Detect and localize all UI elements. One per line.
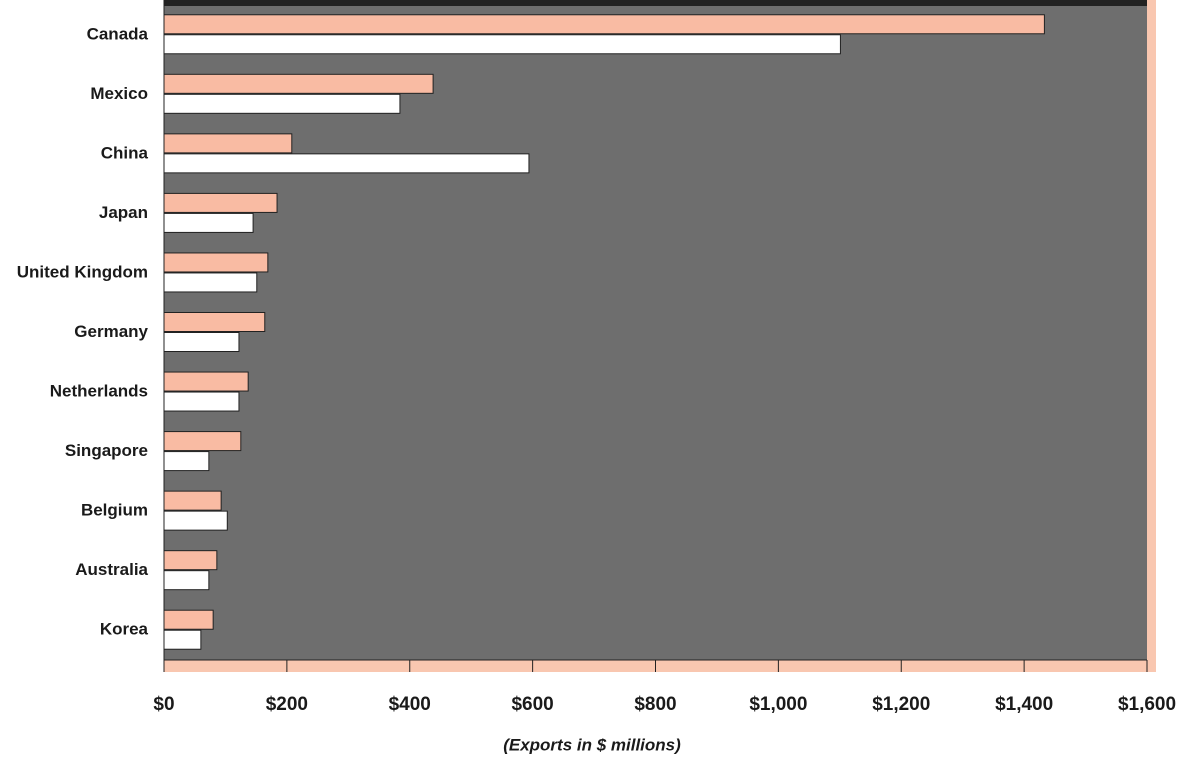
- y-tick-label: China: [101, 143, 149, 162]
- x-tick-label: $200: [266, 694, 308, 715]
- x-tick-label: $1,200: [872, 694, 930, 715]
- bar: [163, 312, 266, 332]
- y-tick-label: Australia: [75, 560, 148, 579]
- y-tick-label: Germany: [74, 322, 148, 341]
- x-axis-label: (Exports in $ millions): [503, 735, 681, 754]
- bar: [163, 34, 841, 55]
- bar: [163, 451, 210, 472]
- x-tick-label: $0: [153, 694, 174, 715]
- bar: [163, 609, 214, 630]
- y-tick-label: Belgium: [81, 501, 148, 520]
- bar: [163, 14, 1045, 35]
- bar: [163, 153, 530, 174]
- bar: [163, 73, 434, 94]
- x-tick-label: $1,000: [749, 694, 807, 715]
- bar: [163, 212, 254, 233]
- bar: [163, 192, 278, 213]
- bar: [163, 431, 242, 452]
- y-tick-label: Netherlands: [50, 382, 148, 401]
- bar: [163, 93, 401, 114]
- bar: [163, 510, 228, 531]
- y-tick-label: Singapore: [65, 441, 148, 460]
- bar: [163, 629, 202, 650]
- x-tick-label: $600: [511, 694, 553, 715]
- bar: [163, 550, 218, 571]
- bar: [163, 272, 258, 293]
- x-tick-label: $1,600: [1118, 694, 1176, 715]
- bar: [163, 332, 240, 352]
- bar: [163, 133, 293, 154]
- x-tick-label: $400: [389, 694, 431, 715]
- y-tick-label: Japan: [99, 203, 148, 222]
- bar: [163, 490, 222, 511]
- bar: [163, 252, 269, 273]
- bar: [163, 391, 240, 412]
- x-tick-label: $1,400: [995, 694, 1053, 715]
- bar: [163, 570, 210, 591]
- bar: [163, 371, 249, 392]
- y-tick-label: Korea: [100, 620, 149, 639]
- x-tick-label: $800: [634, 694, 676, 715]
- top-band: [164, 0, 1147, 6]
- y-tick-label: United Kingdom: [17, 262, 148, 281]
- y-tick-label: Mexico: [90, 84, 148, 103]
- y-tick-label: Canada: [87, 24, 149, 43]
